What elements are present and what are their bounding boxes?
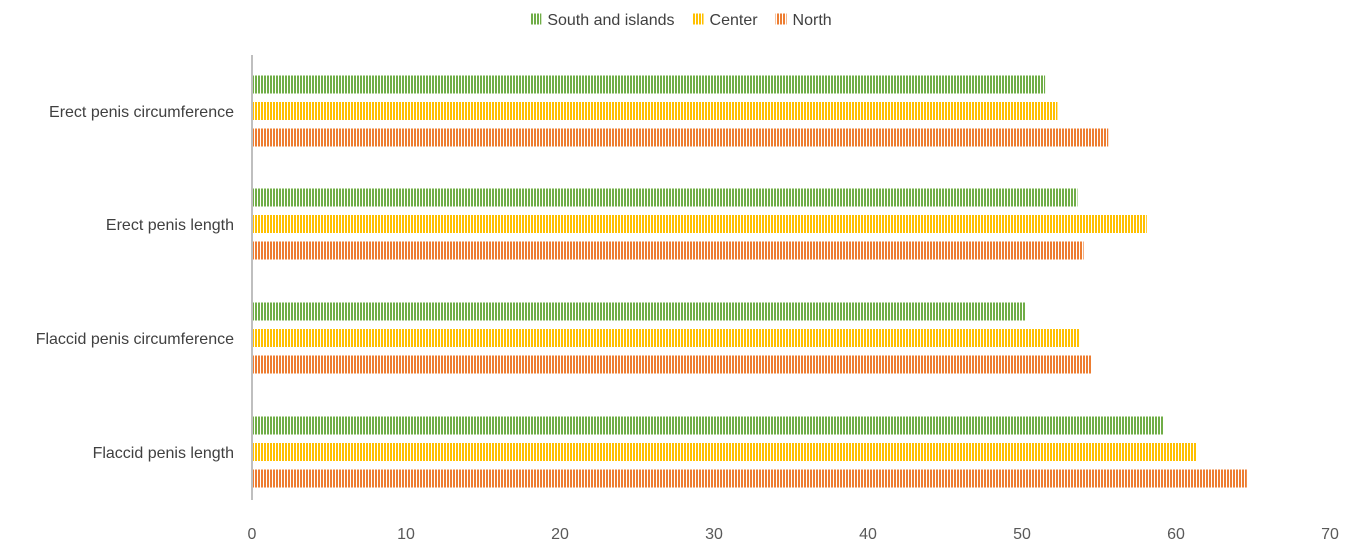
legend: South and islands Center North: [530, 12, 832, 29]
x-tick-label: 50: [1013, 526, 1031, 543]
bar: [252, 75, 1046, 94]
bar: [252, 188, 1078, 207]
legend-label: North: [793, 12, 832, 29]
category-label: Flaccid penis length: [93, 445, 234, 462]
x-tick-label: 20: [551, 526, 569, 543]
x-tick-label: 40: [859, 526, 877, 543]
legend-label: South and islands: [547, 12, 674, 29]
category-label: Erect penis circumference: [49, 104, 234, 121]
legend-label: Center: [710, 12, 759, 29]
x-tick-label: 70: [1321, 526, 1339, 543]
legend-item: Center: [692, 12, 759, 29]
bar: [252, 329, 1079, 347]
legend-item: North: [775, 12, 832, 29]
legend-swatch: [530, 13, 542, 25]
legend-swatch: [692, 13, 704, 25]
bar: [252, 128, 1109, 147]
legend-item: South and islands: [530, 12, 675, 29]
bar: [252, 215, 1147, 233]
bar: [252, 443, 1197, 461]
bar: [252, 416, 1164, 435]
category-label: Erect penis length: [106, 217, 234, 234]
bar: [252, 355, 1092, 374]
x-tick-label: 60: [1167, 526, 1185, 543]
bar: [252, 241, 1084, 260]
bar: [252, 102, 1058, 120]
bar: [252, 469, 1247, 488]
legend-swatch: [775, 13, 787, 25]
bars: [252, 75, 1247, 488]
x-tick-label: 0: [248, 526, 257, 543]
x-tick-label: 30: [705, 526, 723, 543]
category-labels: Erect penis circumference Erect penis len…: [36, 104, 234, 462]
bar: [252, 302, 1026, 321]
x-tick-label: 10: [397, 526, 415, 543]
x-tick-labels: 0 10 20 30 40 50 60 70: [248, 526, 1339, 543]
category-label: Flaccid penis circumference: [36, 331, 234, 348]
